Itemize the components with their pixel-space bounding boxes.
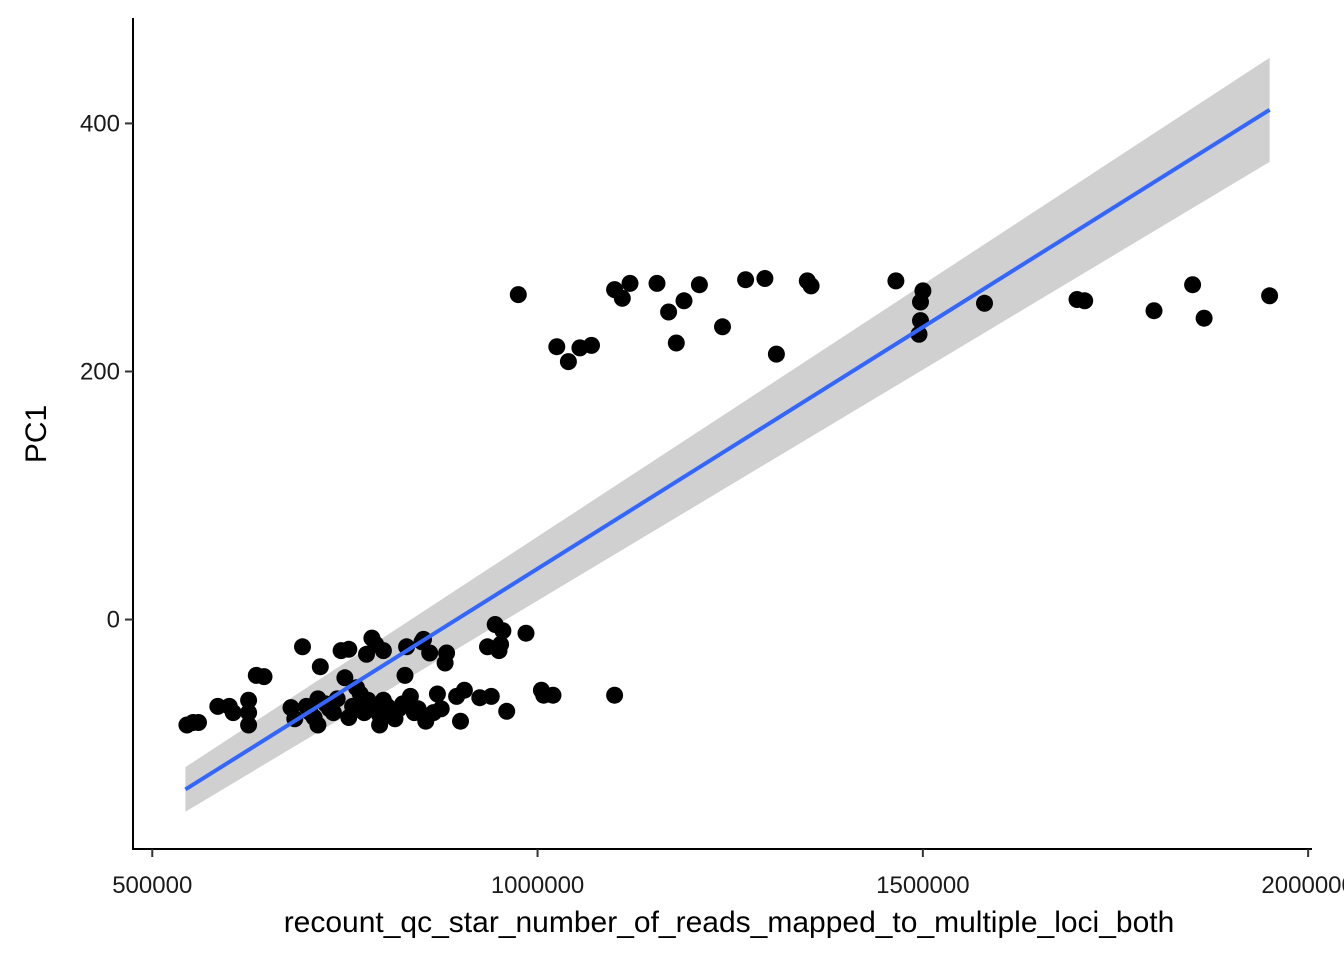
confidence-band [185, 57, 1270, 812]
x-tick-label: 500000 [112, 872, 192, 899]
data-point [309, 716, 327, 734]
data-point [1261, 287, 1279, 305]
data-point [675, 292, 693, 310]
data-point [613, 289, 631, 307]
data-point [396, 666, 414, 684]
data-point [767, 345, 785, 363]
data-point [492, 635, 510, 653]
data-point [517, 624, 535, 642]
fit-line [184, 108, 1271, 792]
data-point [311, 658, 329, 676]
axes-layer [125, 18, 1312, 857]
data-point [509, 286, 527, 304]
y-tick-label: 400 [80, 110, 120, 137]
data-point [428, 685, 446, 703]
data-point [240, 716, 258, 734]
data-point [255, 668, 273, 686]
data-point [482, 687, 500, 705]
data-point [667, 334, 685, 352]
data-point [583, 336, 600, 354]
y-tick-label: 0 [107, 607, 120, 634]
data-point [336, 669, 354, 687]
data-point [1184, 276, 1202, 294]
data-point [1195, 309, 1213, 327]
data-point [914, 282, 932, 300]
x-axis-title: recount_qc_star_number_of_reads_mapped_t… [284, 906, 1175, 939]
data-point [660, 303, 678, 321]
data-point [494, 622, 512, 640]
data-point [621, 274, 639, 292]
data-point [548, 338, 566, 356]
data-point [401, 687, 419, 705]
data-point [756, 270, 774, 287]
data-point [190, 714, 207, 731]
data-point [224, 704, 242, 722]
fit-line-layer [184, 108, 1271, 792]
data-point [887, 272, 905, 290]
data-point [559, 353, 577, 371]
data-point [1145, 302, 1163, 320]
data-point [432, 700, 450, 718]
x-tick-label: 1000000 [491, 872, 584, 899]
data-point [714, 318, 731, 336]
data-point [455, 681, 473, 699]
data-point [240, 691, 258, 709]
y-tick-label: 200 [80, 358, 120, 385]
data-point [737, 271, 755, 289]
data-point [374, 642, 392, 660]
data-point [690, 276, 708, 294]
y-axis-title: PC1 [20, 405, 53, 463]
confidence-band-layer [185, 57, 1270, 812]
data-point [802, 277, 820, 295]
data-point [294, 638, 311, 656]
data-point [498, 702, 516, 720]
data-point [240, 704, 258, 722]
data-point [976, 294, 993, 312]
data-point [438, 644, 456, 662]
data-point [544, 686, 562, 704]
data-point [324, 704, 342, 722]
data-point [606, 686, 624, 704]
data-point [340, 640, 358, 658]
y-tick-labels: 0 200 400 [80, 110, 120, 633]
data-point [452, 712, 469, 730]
data-point [421, 644, 439, 662]
data-point [648, 274, 666, 292]
data-point [409, 700, 427, 718]
data-point [1076, 292, 1094, 310]
data-point [398, 638, 416, 656]
x-tick-label: 1500000 [876, 872, 969, 899]
